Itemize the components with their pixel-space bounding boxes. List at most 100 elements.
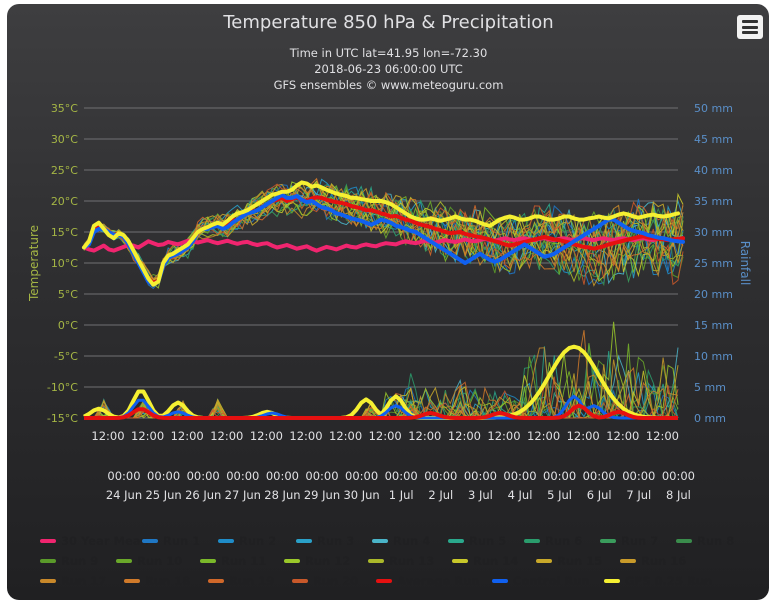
legend-swatch — [40, 539, 56, 543]
series-line-run-18 — [83, 177, 684, 280]
legend-swatch — [376, 579, 392, 583]
legend-label: Run 17 — [61, 574, 107, 588]
legend-swatch — [452, 559, 468, 563]
temp-tick-label: 25°C — [51, 164, 78, 177]
legend-label: Control Run — [513, 574, 590, 588]
rain-tick-label: 15 mm — [694, 319, 733, 332]
temp-tick-label: 10°C — [51, 257, 78, 270]
temp-tick-label: 0°C — [58, 319, 78, 332]
legend-label: Run 1 — [163, 534, 201, 548]
x-tick-time-label: 00:00 — [583, 469, 616, 483]
legend-label: Run 5 — [469, 534, 507, 548]
legend-swatch — [142, 539, 158, 543]
x-tick-hour-label: 12:00 — [646, 429, 679, 443]
legend-swatch — [604, 579, 620, 583]
x-tick-hour-label: 12:00 — [171, 429, 204, 443]
x-tick-hour-label: 12:00 — [487, 429, 520, 443]
x-tick-hour-label: 12:00 — [250, 429, 283, 443]
x-tick-hour-label: 12:00 — [91, 429, 124, 443]
x-tick-hour-label: 12:00 — [131, 429, 164, 443]
legend-label: Run 12 — [305, 554, 351, 568]
x-tick-time-label: 00:00 — [424, 469, 457, 483]
x-tick-hour-label: 12:00 — [329, 429, 362, 443]
legend-label: Run 18 — [145, 574, 191, 588]
rain-tick-label: 5 mm — [694, 381, 726, 394]
legend-label: Run 7 — [621, 534, 659, 548]
x-tick-time-label: 00:00 — [266, 469, 299, 483]
legend-label: Run 20 — [313, 574, 359, 588]
temp-tick-label: -15°C — [47, 412, 78, 425]
legend-swatch — [676, 539, 692, 543]
x-tick-day-label: 26 Jun — [185, 488, 221, 502]
temp-tick-label: -5°C — [54, 350, 78, 363]
legend-label: GFS 0.25 Run — [625, 574, 713, 588]
x-tick-day-label: 7 Jul — [626, 488, 651, 502]
legend-label: Run 2 — [239, 534, 277, 548]
x-tick-hour-label: 12:00 — [448, 429, 481, 443]
legend-swatch — [296, 539, 312, 543]
legend-swatch — [292, 579, 308, 583]
x-tick-day-label: 2 Jul — [428, 488, 453, 502]
hamburger-menu-icon[interactable] — [737, 15, 763, 39]
legend-swatch — [124, 579, 140, 583]
x-tick-time-label: 00:00 — [305, 469, 338, 483]
legend-swatch — [372, 539, 388, 543]
temp-tick-label: 30°C — [51, 133, 78, 146]
legend-label: Run 4 — [393, 534, 431, 548]
x-tick-time-label: 00:00 — [345, 469, 378, 483]
rain-tick-label: 50 mm — [694, 102, 733, 115]
rain-tick-label: 40 mm — [694, 164, 733, 177]
temp-tick-label: 15°C — [51, 226, 78, 239]
temp-tick-label: 35°C — [51, 102, 78, 115]
x-tick-day-label: 25 Jun — [145, 488, 181, 502]
legend-swatch — [448, 539, 464, 543]
legend-label: Run 3 — [317, 534, 355, 548]
series-line-30-year-mean — [82, 236, 685, 253]
rain-tick-label: 30 mm — [694, 226, 733, 239]
chart-subtitle-source: GFS ensembles © www.meteoguru.com — [273, 78, 504, 92]
x-tick-day-label: 30 Jun — [343, 488, 379, 502]
x-tick-day-label: 27 Jun — [225, 488, 261, 502]
x-tick-hour-label: 12:00 — [606, 429, 639, 443]
temp-tick-label: 5°C — [58, 288, 78, 301]
legend-label: Run 14 — [473, 554, 519, 568]
chart-frame — [7, 4, 769, 600]
x-tick-time-label: 00:00 — [385, 469, 418, 483]
legend-swatch — [218, 539, 234, 543]
x-tick-time-label: 00:00 — [622, 469, 655, 483]
legend-swatch — [620, 559, 636, 563]
x-tick-day-label: 29 Jun — [304, 488, 340, 502]
x-tick-time-label: 00:00 — [503, 469, 536, 483]
x-tick-day-label: 1 Jul — [389, 488, 414, 502]
x-tick-time-label: 00:00 — [226, 469, 259, 483]
legend-swatch — [524, 539, 540, 543]
rain-tick-label: 45 mm — [694, 133, 733, 146]
x-tick-time-label: 00:00 — [543, 469, 576, 483]
legend-label: Run 9 — [61, 554, 99, 568]
series-line-gfs-0-25-run — [82, 180, 680, 287]
legend-swatch — [40, 559, 56, 563]
legend-label: Run 6 — [545, 534, 583, 548]
x-tick-day-label: 28 Jun — [264, 488, 300, 502]
y-axis-left-title: Temperature — [27, 225, 41, 302]
legend-label: Run 19 — [229, 574, 275, 588]
x-tick-time-label: 00:00 — [662, 469, 695, 483]
legend-label: Run 11 — [221, 554, 267, 568]
legend-swatch — [284, 559, 300, 563]
legend-label: Run 10 — [137, 554, 183, 568]
rain-tick-label: 20 mm — [694, 288, 733, 301]
x-tick-time-label: 00:00 — [147, 469, 180, 483]
rain-tick-label: 25 mm — [694, 257, 733, 270]
rain-line-average-run — [84, 403, 678, 420]
chart-subtitle-location: Time in UTC lat=41.95 lon=-72.30 — [289, 46, 488, 60]
rain-tick-label: 0 mm — [694, 412, 726, 425]
legend-label: 30 Year Mean — [61, 534, 149, 548]
x-tick-time-label: 00:00 — [107, 469, 140, 483]
x-tick-hour-label: 12:00 — [408, 429, 441, 443]
legend-swatch — [208, 579, 224, 583]
chart-title: Temperature 850 hPa & Precipitation — [223, 12, 554, 33]
x-tick-time-label: 00:00 — [187, 469, 220, 483]
legend-label: Run 8 — [697, 534, 735, 548]
chart-subtitle-date: 2018-06-23 06:00:00 UTC — [314, 62, 463, 76]
